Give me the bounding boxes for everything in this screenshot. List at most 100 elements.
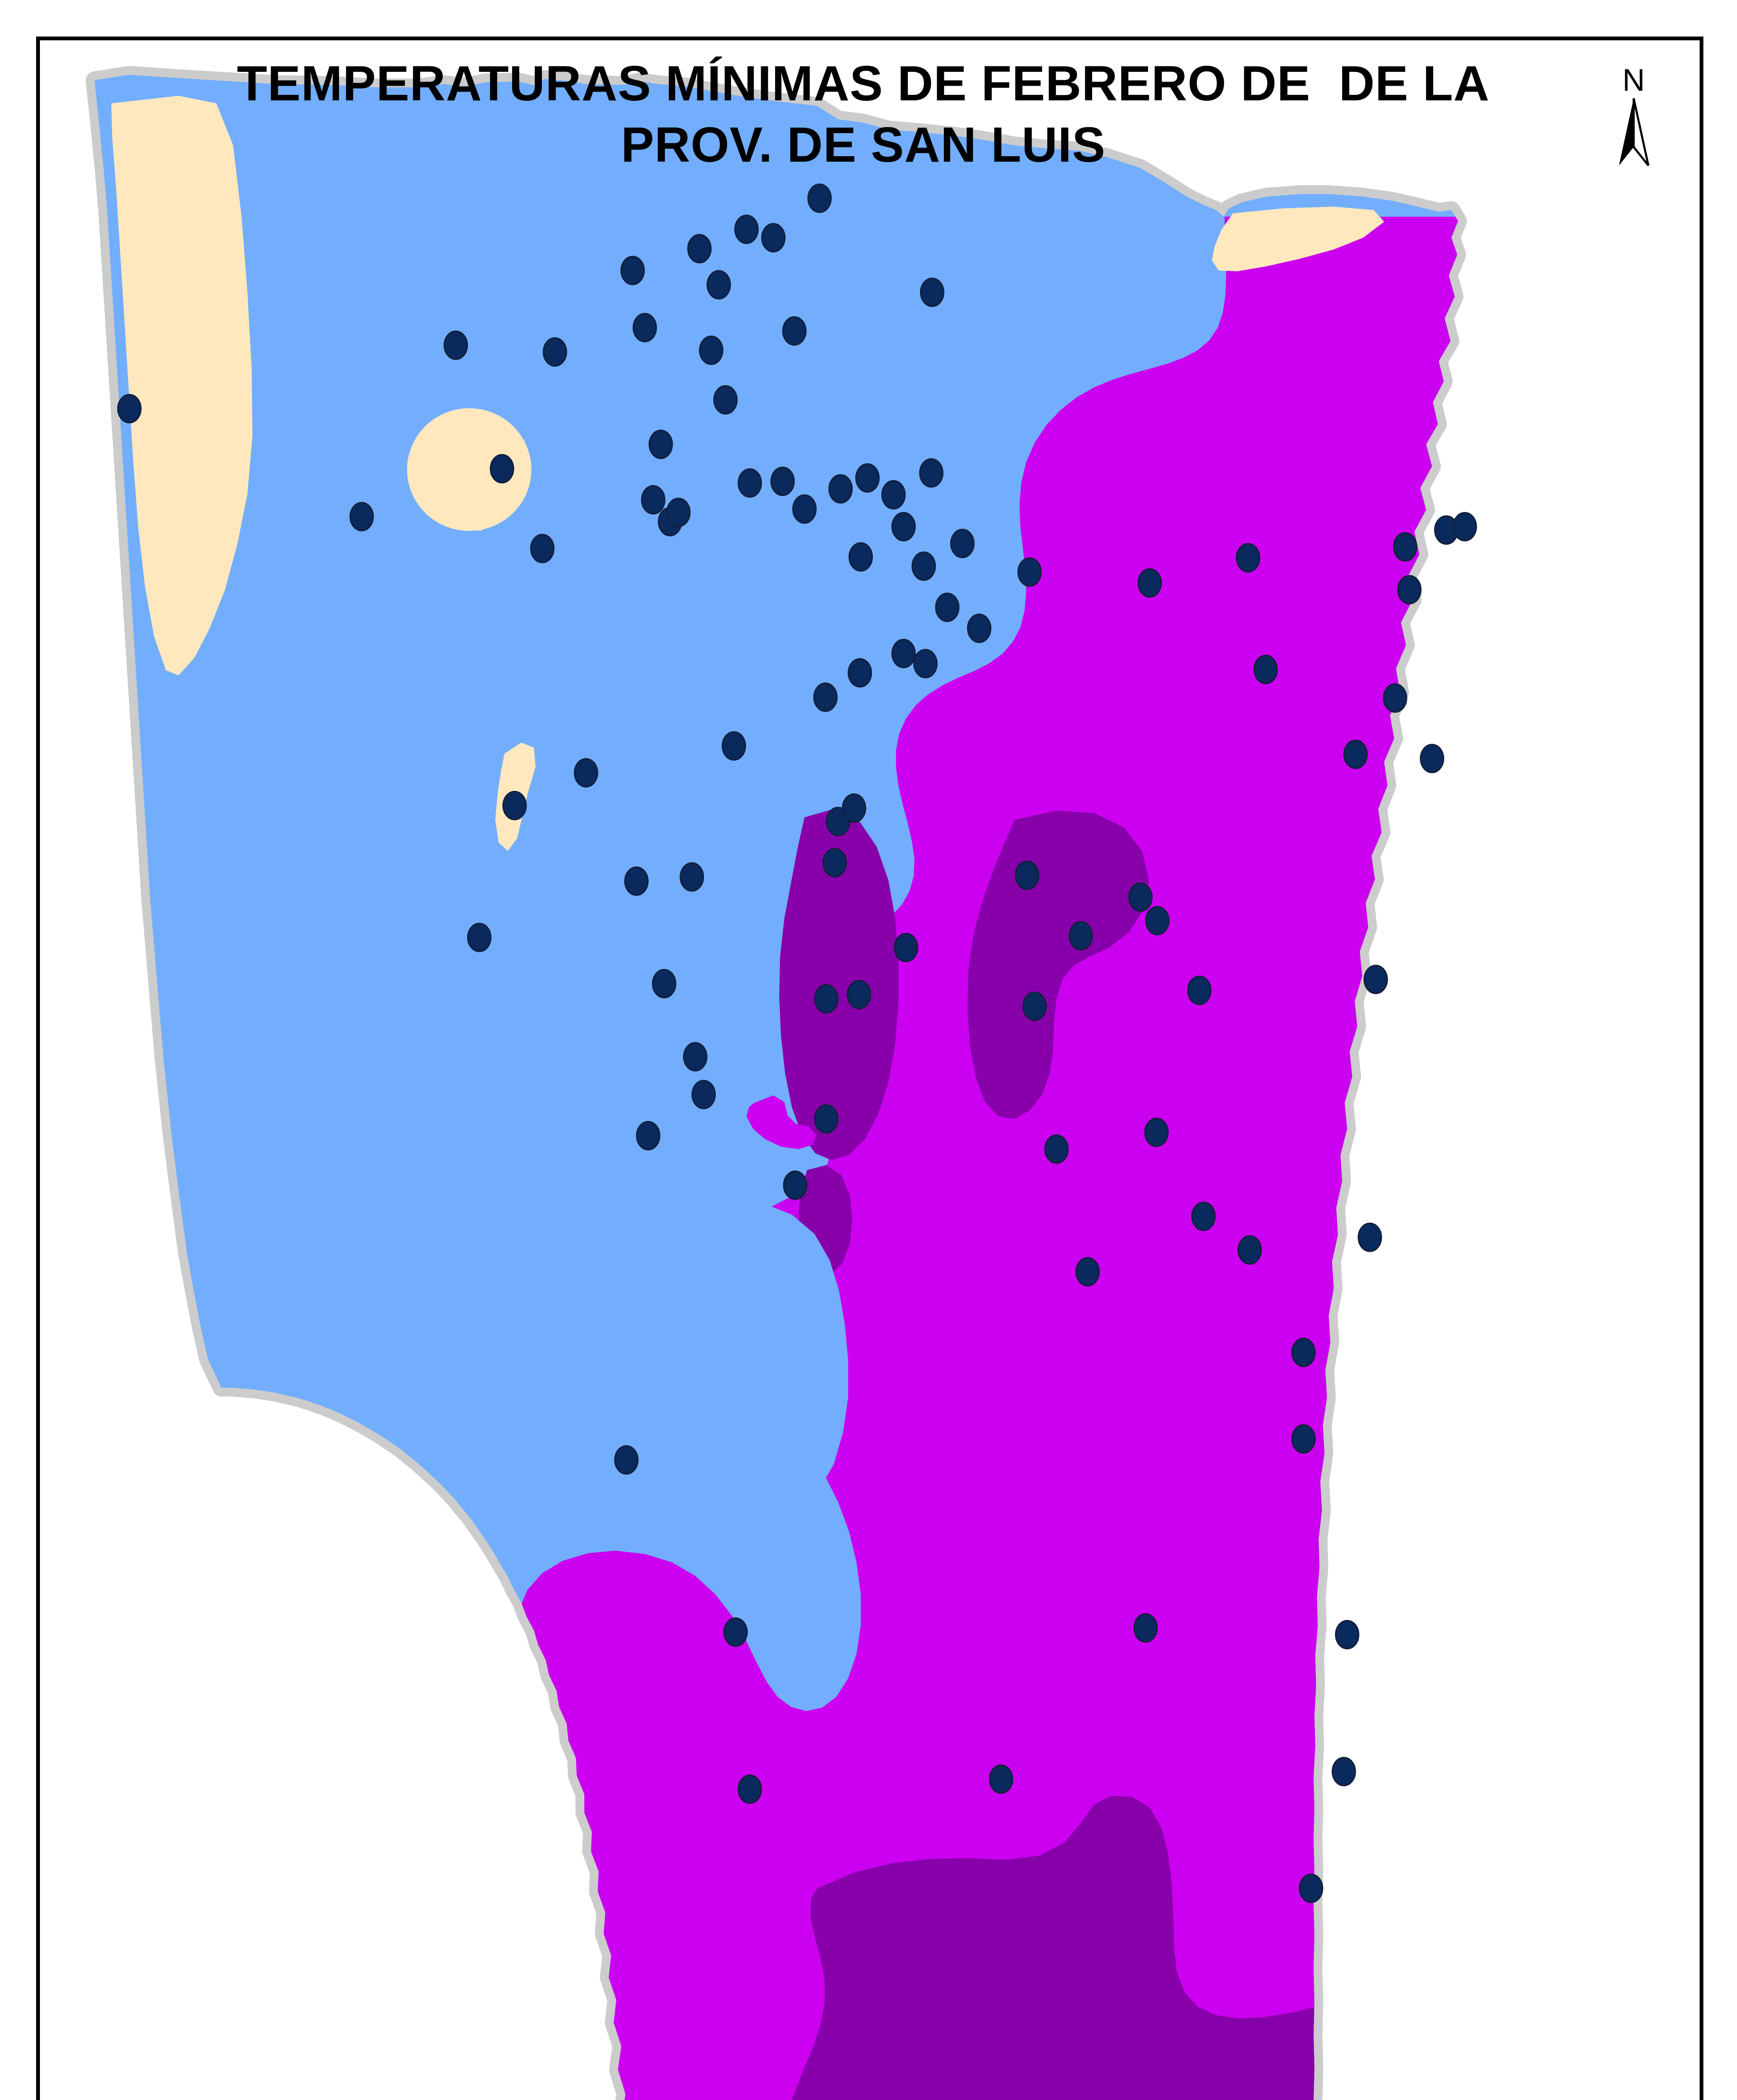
- north-label: N: [1622, 63, 1645, 97]
- weather-stations-layer: [117, 184, 1477, 1903]
- class-14-16-region: [517, 217, 1458, 2100]
- station-point: [1022, 992, 1047, 1021]
- station-point: [620, 256, 645, 285]
- station-point: [1128, 882, 1153, 912]
- station-point: [350, 502, 374, 531]
- station-point: [1069, 921, 1093, 950]
- station-point: [624, 866, 649, 896]
- class-12-14-core-right: [967, 811, 1149, 1119]
- station-point: [1187, 976, 1211, 1005]
- north-arrow: N: [1594, 65, 1674, 170]
- station-point: [894, 933, 918, 962]
- class-14-16-island: [746, 1095, 816, 1149]
- station-point: [738, 1774, 762, 1804]
- class-18-20-blob-round-tail: [409, 414, 531, 531]
- station-point: [813, 682, 838, 712]
- station-point: [1332, 1757, 1356, 1786]
- station-point: [636, 1121, 660, 1150]
- north-arrow-icon: [1619, 98, 1650, 166]
- station-point: [1144, 1118, 1169, 1147]
- station-point: [1383, 683, 1407, 713]
- station-point: [912, 551, 936, 581]
- station-point: [683, 1042, 707, 1071]
- station-point: [530, 534, 554, 563]
- station-point: [848, 658, 872, 688]
- station-point: [807, 184, 832, 213]
- station-point: [842, 793, 866, 823]
- station-point: [849, 542, 873, 572]
- station-point: [770, 467, 795, 496]
- station-point: [989, 1764, 1013, 1794]
- class-12-14-south-zone: [778, 1796, 1458, 2100]
- station-point: [666, 498, 691, 527]
- station-point: [1238, 1235, 1262, 1265]
- station-point: [1253, 655, 1278, 684]
- station-point: [1075, 1257, 1100, 1286]
- class-18-20-ne-wedge: [1212, 207, 1384, 271]
- station-point: [490, 454, 514, 483]
- station-point: [722, 731, 746, 761]
- station-point: [913, 649, 938, 678]
- station-point: [1291, 1338, 1316, 1367]
- class-18-20-nw-strip: [111, 96, 252, 675]
- station-point: [935, 593, 959, 622]
- station-point: [633, 313, 657, 342]
- thematic-layers: [95, 75, 1458, 2100]
- station-point: [814, 1104, 838, 1134]
- station-point: [1358, 1223, 1382, 1252]
- station-point: [1145, 906, 1169, 935]
- station-point: [1015, 861, 1039, 890]
- station-point: [855, 463, 880, 493]
- station-point: [444, 331, 468, 360]
- station-point: [881, 480, 906, 509]
- station-point: [792, 494, 817, 524]
- station-point: [891, 639, 916, 668]
- station-point: [847, 980, 871, 1009]
- station-point: [1017, 557, 1042, 587]
- station-point: [1420, 744, 1444, 773]
- station-point: [652, 969, 676, 998]
- station-point: [1299, 1874, 1323, 1903]
- station-point: [738, 468, 762, 498]
- station-point: [1291, 1424, 1316, 1454]
- station-point: [1191, 1202, 1216, 1231]
- station-point: [713, 385, 738, 415]
- map-canvas: [86, 66, 1477, 2100]
- station-point: [641, 485, 665, 514]
- station-point: [891, 512, 916, 541]
- station-point: [691, 1080, 716, 1109]
- station-point: [1453, 512, 1477, 541]
- class-16-18-island-east: [1379, 1663, 1458, 1776]
- station-point: [1133, 1613, 1158, 1643]
- station-point: [823, 848, 847, 877]
- station-point: [614, 1445, 639, 1475]
- station-point: [828, 474, 853, 504]
- station-point: [543, 337, 567, 367]
- station-point: [117, 394, 142, 423]
- station-point: [919, 458, 943, 488]
- station-point: [1138, 568, 1162, 598]
- station-point: [1397, 575, 1422, 604]
- station-point: [950, 529, 975, 558]
- class-16-18-tongue: [601, 1200, 848, 1515]
- station-point: [1393, 532, 1417, 562]
- station-point: [1335, 1620, 1359, 1649]
- station-point: [687, 234, 712, 263]
- station-point: [1044, 1134, 1069, 1164]
- station-point: [649, 430, 673, 459]
- map-frame: TEMPERATURAS MÍNIMAS DE FEBRERO DE DE LA…: [36, 37, 1703, 2100]
- station-point: [680, 862, 704, 892]
- station-point: [574, 758, 598, 788]
- station-point: [1343, 740, 1368, 769]
- station-point: [814, 984, 838, 1013]
- station-point: [1236, 543, 1260, 572]
- station-point: [1364, 965, 1388, 994]
- station-point: [502, 791, 527, 820]
- station-point: [734, 215, 759, 244]
- station-point: [467, 923, 491, 952]
- station-point: [967, 614, 991, 643]
- station-point: [699, 336, 723, 365]
- station-point: [920, 278, 944, 307]
- station-point: [707, 270, 731, 299]
- station-point: [723, 1617, 748, 1647]
